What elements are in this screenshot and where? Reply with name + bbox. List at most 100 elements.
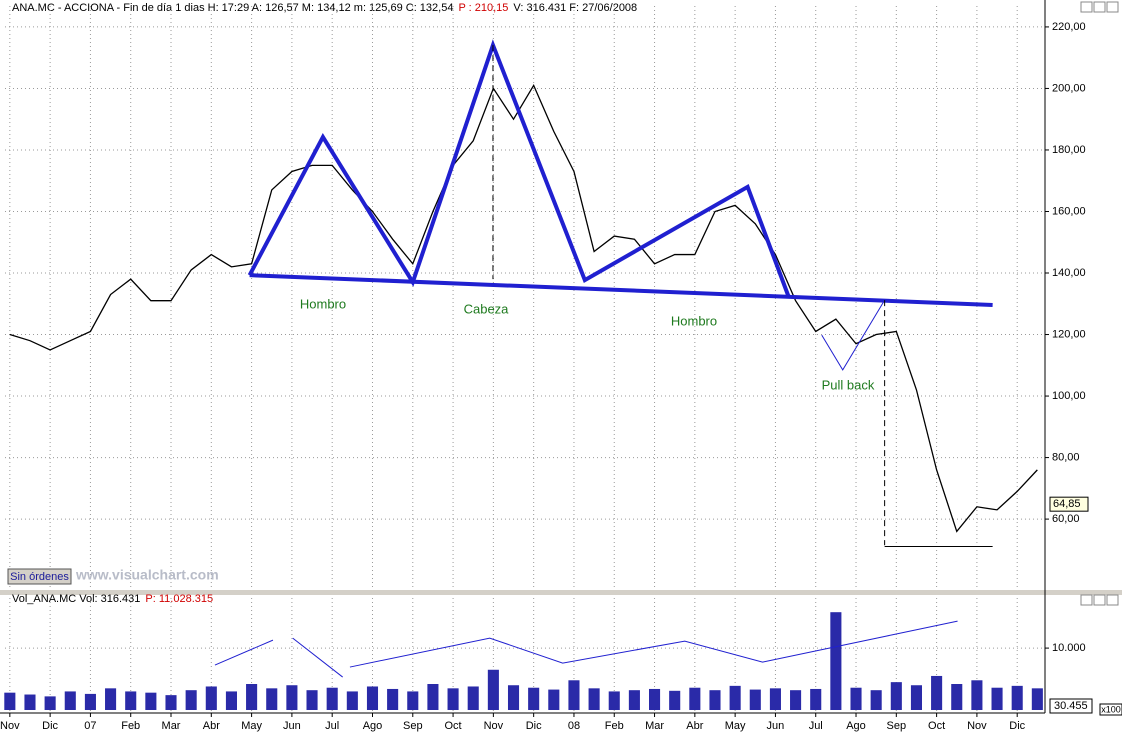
volume-bar bbox=[4, 692, 16, 710]
x-tick-label: Feb bbox=[605, 720, 624, 732]
volume-bar bbox=[225, 691, 237, 710]
volume-header: Vol_ANA.MC Vol: 316.431 P: 11.028.315 bbox=[12, 593, 213, 605]
volume-bar bbox=[64, 691, 76, 710]
last-price-label: 64,85 bbox=[1053, 498, 1081, 510]
x-tick-label: Mar bbox=[162, 720, 181, 732]
volume-bar bbox=[105, 688, 117, 710]
y-tick-label: 80,00 bbox=[1052, 451, 1080, 463]
volume-bar bbox=[487, 669, 499, 710]
volume-bar bbox=[689, 687, 701, 710]
volume-bar bbox=[326, 687, 338, 710]
x-tick-label: Sep bbox=[887, 720, 907, 732]
unit-label: x100 bbox=[1101, 704, 1121, 714]
x-tick-label: Oct bbox=[445, 720, 462, 732]
x-tick-label: Oct bbox=[928, 720, 945, 732]
volume-bar bbox=[528, 687, 540, 710]
close-button[interactable] bbox=[1106, 1, 1119, 13]
x-tick-label: Nov bbox=[967, 720, 987, 732]
header-text: ANA.MC - ACCIONA - Fin de día 1 dias H: … bbox=[12, 2, 453, 14]
volume-bar bbox=[467, 686, 479, 710]
volume-bar bbox=[447, 688, 459, 710]
annotation: Cabeza bbox=[464, 301, 510, 316]
pattern-line bbox=[214, 639, 274, 666]
volume-bar bbox=[507, 685, 520, 710]
volume-bar bbox=[628, 690, 640, 710]
volume-bar bbox=[749, 689, 761, 710]
x-tick-label: May bbox=[725, 720, 746, 732]
button-frame[interactable] bbox=[7, 568, 72, 585]
x-tick-label: Dic bbox=[1009, 720, 1025, 732]
volume-bar bbox=[246, 684, 258, 710]
pattern-line bbox=[292, 637, 343, 678]
volume-bar bbox=[810, 688, 822, 710]
volume-header-highlight: P: 11.028.315 bbox=[145, 593, 213, 605]
x-tick-label: Jun bbox=[767, 720, 785, 732]
last-volume-box bbox=[1049, 698, 1093, 714]
volume-bar bbox=[729, 685, 741, 710]
y-tick-label: 200,00 bbox=[1052, 82, 1086, 94]
pane-separator bbox=[0, 590, 1122, 595]
volume-bar bbox=[84, 693, 96, 710]
y-tick-label: 160,00 bbox=[1052, 205, 1086, 217]
volume-bar bbox=[910, 685, 923, 710]
x-tick-label: Mar bbox=[645, 720, 664, 732]
x-tick-label: Jun bbox=[283, 720, 301, 732]
header: ANA.MC - ACCIONA - Fin de día 1 dias H: … bbox=[12, 2, 637, 14]
last-volume-label: 30.455 bbox=[1054, 700, 1088, 712]
volume-bar bbox=[1011, 685, 1023, 710]
volume-bar bbox=[125, 691, 137, 710]
y-tick-label: 120,00 bbox=[1052, 328, 1086, 340]
unit-box bbox=[1099, 703, 1122, 716]
pattern-line bbox=[821, 299, 886, 371]
volume-bar bbox=[366, 686, 379, 710]
window-controls bbox=[1080, 1, 1119, 606]
x-tick-label: 08 bbox=[568, 720, 580, 732]
pattern-line bbox=[349, 620, 958, 668]
x-tick-label: Jul bbox=[325, 720, 339, 732]
volume-bar bbox=[608, 691, 620, 710]
volume-bar bbox=[266, 688, 278, 710]
volume-bar bbox=[709, 690, 721, 710]
x-tick-label: Ago bbox=[363, 720, 383, 732]
y-tick-label: 140,00 bbox=[1052, 267, 1086, 279]
minimize-button[interactable] bbox=[1080, 1, 1093, 13]
volume-bar bbox=[145, 692, 157, 710]
y-tick-label: 60,00 bbox=[1052, 513, 1080, 525]
volume-bar bbox=[588, 688, 600, 710]
close-button[interactable] bbox=[1106, 594, 1119, 606]
x-tick-label: 07 bbox=[84, 720, 96, 732]
volume-bar bbox=[427, 684, 439, 710]
annotation: Hombro bbox=[671, 313, 717, 328]
volume-bar bbox=[890, 682, 902, 710]
x-tick-label: Dic bbox=[526, 720, 542, 732]
x-tick-label: Dic bbox=[42, 720, 58, 732]
header-tail: V: 316.431 F: 27/06/2008 bbox=[513, 2, 637, 14]
x-tick-label: Ago bbox=[846, 720, 866, 732]
maximize-button[interactable] bbox=[1093, 1, 1106, 13]
volume-bar bbox=[346, 691, 358, 710]
volume-bar bbox=[931, 675, 943, 710]
volume-header-text: Vol_ANA.MC Vol: 316.431 bbox=[12, 593, 140, 605]
volume-bar bbox=[44, 696, 56, 710]
y-tick-label: 180,00 bbox=[1052, 144, 1086, 156]
maximize-button[interactable] bbox=[1093, 594, 1106, 606]
volume-bar bbox=[951, 684, 963, 710]
minimize-button[interactable] bbox=[1080, 594, 1093, 606]
volume-bar bbox=[24, 694, 36, 710]
x-tick-label: Sep bbox=[403, 720, 423, 732]
x-tick-label: Jul bbox=[809, 720, 823, 732]
orders-button[interactable]: Sin órdenes bbox=[7, 568, 72, 585]
x-tick-label: Feb bbox=[121, 720, 140, 732]
annotation: Pull back bbox=[822, 377, 875, 392]
volume-bar bbox=[991, 687, 1003, 710]
volume-bar bbox=[185, 690, 197, 710]
last-price-box bbox=[1049, 496, 1089, 512]
volume-bar bbox=[407, 691, 419, 710]
header-highlight: P : 210,15 bbox=[458, 2, 508, 14]
volume-bar bbox=[830, 612, 842, 710]
volume-bar bbox=[165, 695, 177, 710]
volume-bar bbox=[205, 686, 217, 710]
volume-bar bbox=[568, 680, 580, 710]
button-label[interactable]: Sin órdenes bbox=[10, 571, 69, 583]
